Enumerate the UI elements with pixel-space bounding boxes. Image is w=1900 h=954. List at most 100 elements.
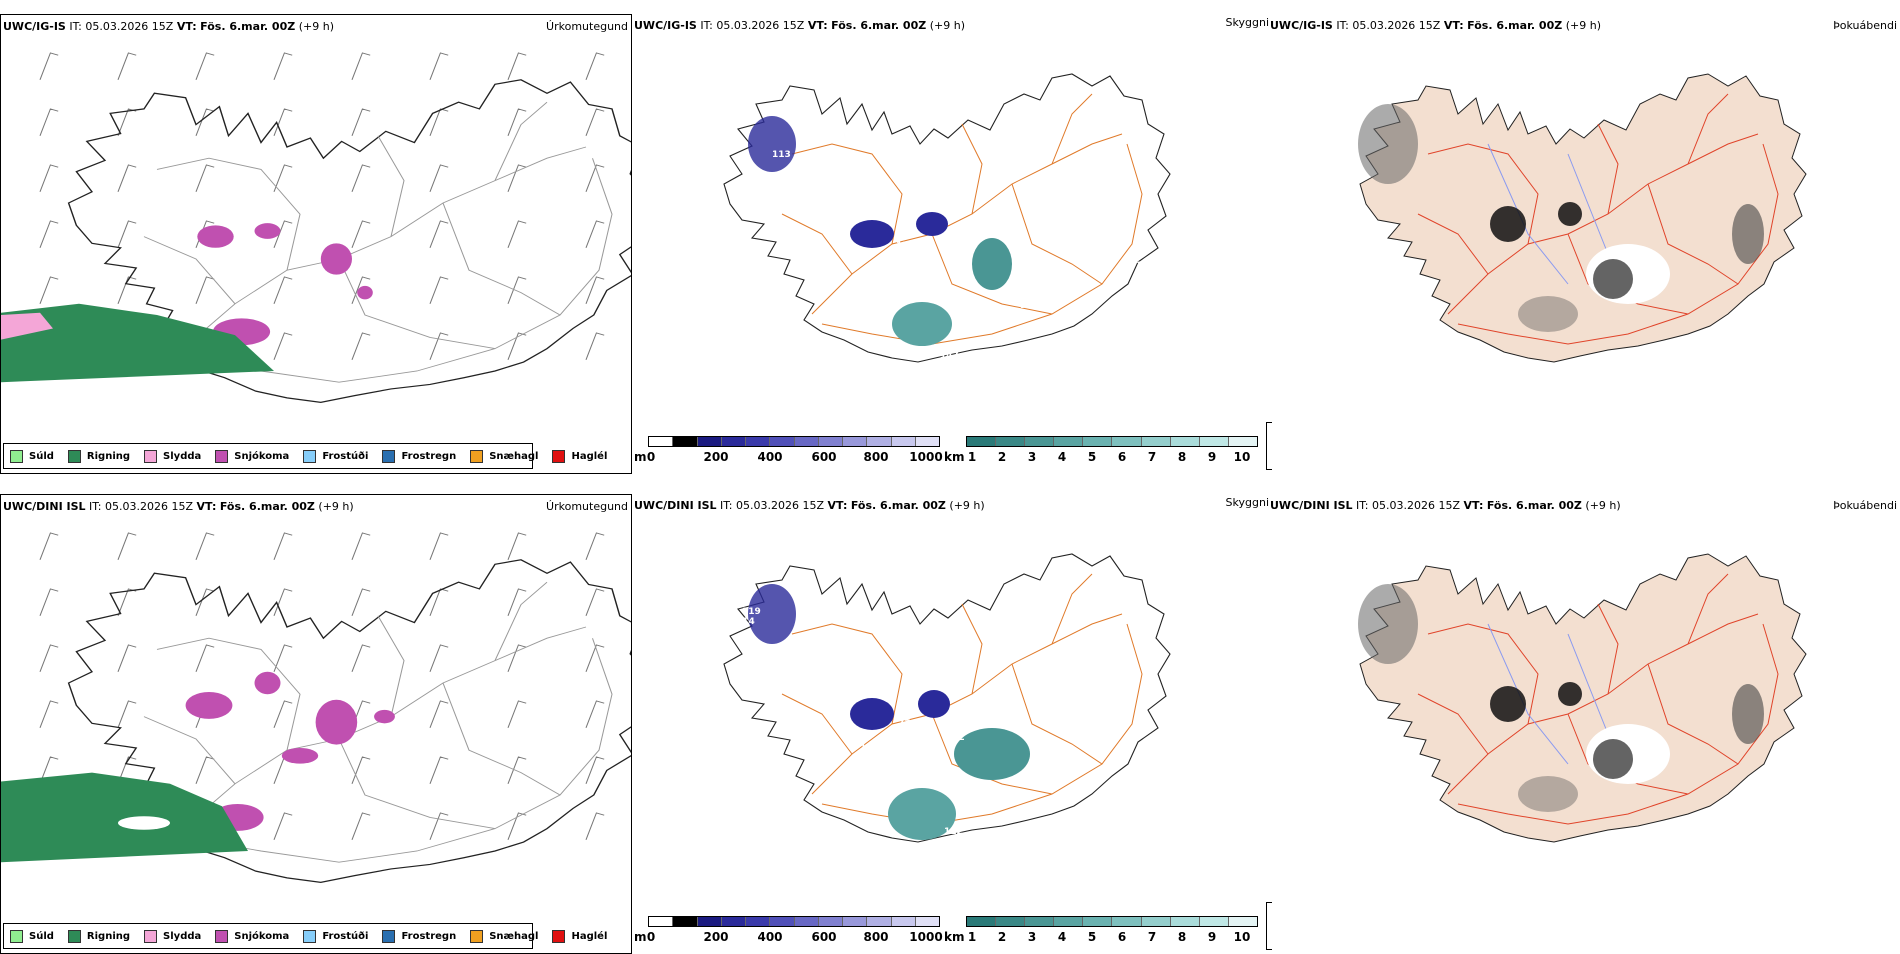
precip-type-legend: Súld Rigning Slydda Snjókoma Frostúði Fr… bbox=[3, 443, 607, 469]
cloud-base-tick: 1000 bbox=[909, 930, 943, 944]
visibility-tick: 1 bbox=[967, 450, 977, 464]
cloud-base-tick: 200 bbox=[703, 930, 729, 944]
cloud-label: 112 bbox=[944, 827, 963, 837]
visibility-tick: 8 bbox=[1177, 930, 1187, 944]
panel-title: UWC/IG-IS IT: 05.03.2026 15Z VT: Fös. 6.… bbox=[3, 20, 334, 33]
cloud-visibility-panel-row1: UWC/IG-IS IT: 05.03.2026 15Z VT: Fös. 6.… bbox=[632, 14, 1272, 474]
cloud-label: 31 bbox=[934, 873, 947, 883]
legend-item-snow: Snjókoma bbox=[215, 449, 289, 463]
visibility-tick: 6 bbox=[1117, 450, 1127, 464]
fog-index-map bbox=[1358, 553, 1807, 843]
cloud-label: 80 bbox=[716, 617, 729, 627]
cloud-visibility-panel-row2: UWC/DINI ISL IT: 05.03.2026 15Z VT: Fös.… bbox=[632, 494, 1272, 954]
visibility-tick: 3 bbox=[1027, 930, 1037, 944]
precip-map bbox=[1, 52, 631, 404]
cloud-label: 83 bbox=[1170, 223, 1183, 233]
visibility-tick: 2 bbox=[997, 450, 1007, 464]
cloud-base-tick: 0 bbox=[646, 930, 656, 944]
cloud-label: 81 bbox=[1046, 817, 1059, 827]
panel-variable-label: Skyggni bbox=[1225, 16, 1269, 29]
visibility-tick: 10 bbox=[1233, 450, 1251, 464]
panel-variable-label: Þokuábendi bbox=[1833, 19, 1897, 32]
visibility-tick: 2 bbox=[997, 930, 1007, 944]
visibility-tick: 7 bbox=[1147, 450, 1157, 464]
visibility-tick: 5 bbox=[1087, 450, 1097, 464]
cloud-base-labels: 113 91 137 83 101 121 98 147 14 158 72 1… bbox=[712, 150, 1183, 403]
visibility-colorbar: km 1 2 3 4 5 6 7 8 9 10 bbox=[944, 916, 1258, 950]
fog-index-panel-row1: UWC/IG-IS IT: 05.03.2026 15Z VT: Fös. 6.… bbox=[1268, 14, 1900, 474]
cloud-label: 22 bbox=[962, 713, 975, 723]
panel-title: UWC/IG-IS IT: 05.03.2026 15Z VT: Fös. 6.… bbox=[1270, 19, 1601, 32]
cloud-base-tick: 1000 bbox=[909, 450, 943, 464]
cloud-base-tick: 0 bbox=[646, 450, 656, 464]
panel-variable-label: Úrkomutegund bbox=[546, 500, 628, 513]
cloud-base-strip bbox=[648, 436, 940, 447]
cloud-base-colorbar: m 0 200 400 600 800 1000 bbox=[634, 436, 944, 470]
cloud-label: 82 bbox=[1020, 779, 1033, 789]
visibility-tick: 1 bbox=[967, 930, 977, 944]
legend-item-freezing-rain: Frostregn bbox=[382, 929, 456, 943]
precip-type-panel-row1: UWC/IG-IS IT: 05.03.2026 15Z VT: Fös. 6.… bbox=[0, 14, 632, 474]
cloud-label: 93 bbox=[898, 733, 911, 743]
legend-item-freezing-drizzle: Frostúði bbox=[303, 929, 368, 943]
cloud-base-labels: 120 119 80 114 77 93 101 232 22 82 112 9… bbox=[716, 565, 1059, 883]
visibility-unit: km bbox=[944, 930, 965, 944]
cloud-label: 158 bbox=[908, 389, 927, 399]
cloud-label: 119 bbox=[742, 607, 761, 617]
legend-item-sleet: Slydda bbox=[144, 929, 201, 943]
cloud-base-tick: 800 bbox=[863, 450, 889, 464]
precip-type-legend: Súld Rigning Slydda Snjókoma Frostúði Fr… bbox=[3, 923, 607, 949]
visibility-tick: 4 bbox=[1057, 450, 1067, 464]
visibility-tick: 5 bbox=[1087, 930, 1097, 944]
legend-item-freezing-drizzle: Frostúði bbox=[303, 449, 368, 463]
cloud-label: 72 bbox=[936, 393, 949, 403]
cloud-base-unit: m bbox=[634, 930, 647, 944]
fog-scale-legend: 0 60 bbox=[1266, 422, 1272, 470]
cloud-label: 120 bbox=[762, 565, 781, 575]
cloud-visibility-map: 113 91 137 83 101 121 98 147 14 158 72 1… bbox=[712, 73, 1183, 403]
cloud-base-tick: 600 bbox=[811, 450, 837, 464]
legend-item-hail: Haglél bbox=[552, 449, 607, 463]
cloud-base-tick: 400 bbox=[757, 450, 783, 464]
cloud-label: 121 bbox=[878, 272, 897, 282]
legend-item-sleet: Slydda bbox=[144, 449, 201, 463]
panel-variable-label: Þokuábendi bbox=[1833, 499, 1897, 512]
cloud-label: 137 bbox=[896, 241, 915, 251]
cloud-base-tick: 400 bbox=[757, 930, 783, 944]
fog-index-map bbox=[1358, 73, 1807, 363]
cloud-label: 101 bbox=[860, 743, 879, 753]
cloud-base-colorbar: m 0 200 400 600 800 1000 bbox=[634, 916, 944, 950]
legend-item-snow: Snjókoma bbox=[215, 929, 289, 943]
cloud-label: 93 bbox=[944, 849, 957, 859]
visibility-tick: 8 bbox=[1177, 450, 1187, 464]
cloud-label: 77 bbox=[898, 719, 911, 729]
cloud-label: 232 bbox=[946, 733, 965, 743]
legend-item-snow-pellets: Snæhagl bbox=[470, 929, 538, 943]
precip-map bbox=[1, 532, 631, 884]
panel-title: UWC/DINI ISL IT: 05.03.2026 15Z VT: Fös.… bbox=[1270, 499, 1621, 512]
cloud-label: 177 bbox=[908, 867, 927, 877]
visibility-unit: km bbox=[944, 450, 965, 464]
fog-index-panel-row2: UWC/DINI ISL IT: 05.03.2026 15Z VT: Fös.… bbox=[1268, 494, 1900, 954]
cloud-label: 147 bbox=[940, 351, 959, 361]
cloud-base-tick: 600 bbox=[811, 930, 837, 944]
panel-variable-label: Úrkomutegund bbox=[546, 20, 628, 33]
panel-title: UWC/IG-IS IT: 05.03.2026 15Z VT: Fös. 6.… bbox=[634, 19, 965, 32]
visibility-tick: 4 bbox=[1057, 930, 1067, 944]
legend-item-rain: Rigning bbox=[67, 449, 130, 463]
visibility-tick: 10 bbox=[1233, 930, 1251, 944]
legend-item-drizzle: Súld bbox=[10, 449, 54, 463]
legend-item-drizzle: Súld bbox=[10, 929, 54, 943]
cloud-label: 71 bbox=[1130, 261, 1143, 271]
panel-title: UWC/DINI ISL IT: 05.03.2026 15Z VT: Fös.… bbox=[634, 499, 985, 512]
visibility-tick: 9 bbox=[1207, 930, 1217, 944]
panel-variable-label: Skyggni bbox=[1225, 496, 1269, 509]
cloud-label: 101 bbox=[862, 269, 881, 279]
cloud-base-strip bbox=[648, 916, 940, 927]
cloud-label: 10 bbox=[712, 157, 725, 167]
visibility-strip bbox=[966, 916, 1258, 927]
visibility-strip bbox=[966, 436, 1258, 447]
cloud-base-tick: 800 bbox=[863, 930, 889, 944]
visibility-tick: 7 bbox=[1147, 930, 1157, 944]
visibility-tick: 9 bbox=[1207, 450, 1217, 464]
